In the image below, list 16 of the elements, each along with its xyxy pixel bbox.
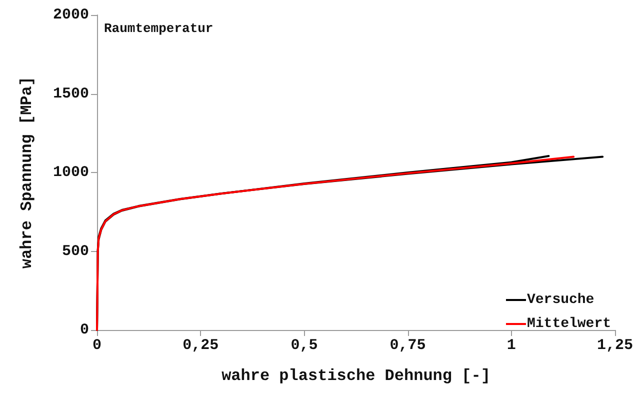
legend-label: Mittelwert [526,316,611,332]
legend-label: Versuche [526,292,594,308]
x-tick-label: 0,25 [182,337,219,354]
x-tick-label: 1 [506,337,516,354]
x-tick-label: 1,25 [596,337,634,354]
y-tick-label: 1000 [52,164,89,181]
y-tick-label: 0 [80,322,89,338]
annotation: Raumtemperatur [104,21,214,36]
y-tick-label: 500 [62,242,89,260]
x-tick-label: 0,5 [290,337,318,354]
x-tick-label: 0 [92,337,102,354]
y-tick-label: 2000 [52,6,89,24]
x-axis-title: wahre plastische Dehnung [-] [222,367,490,385]
y-tick-label: 1500 [52,85,89,102]
x-tick-label: 0,75 [390,337,426,354]
y-axis-title: wahre Spannung [MPa] [18,76,36,269]
